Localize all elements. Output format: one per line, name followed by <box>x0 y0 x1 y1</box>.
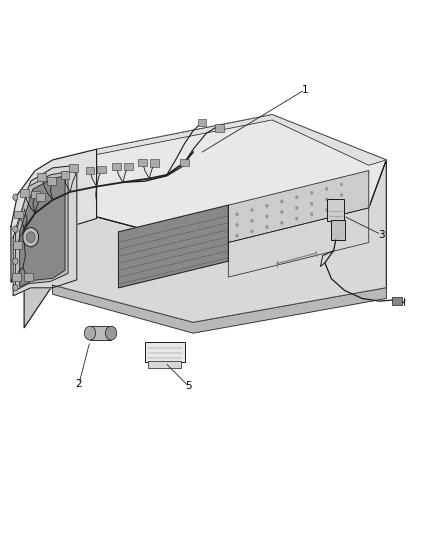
Bar <box>13 241 22 249</box>
Circle shape <box>13 226 18 232</box>
Circle shape <box>265 204 268 207</box>
Bar <box>180 159 188 166</box>
Circle shape <box>105 326 117 340</box>
Polygon shape <box>13 165 77 296</box>
Circle shape <box>235 223 238 227</box>
Circle shape <box>310 213 312 216</box>
Circle shape <box>235 213 238 216</box>
Text: 5: 5 <box>185 382 192 391</box>
Circle shape <box>325 187 327 190</box>
Polygon shape <box>96 115 385 165</box>
Polygon shape <box>228 208 368 277</box>
Circle shape <box>280 221 283 224</box>
Bar <box>47 177 56 185</box>
Bar <box>326 199 343 221</box>
Circle shape <box>339 193 342 197</box>
Circle shape <box>250 208 253 212</box>
Circle shape <box>84 326 95 340</box>
Bar <box>124 163 132 170</box>
Circle shape <box>310 191 312 195</box>
Circle shape <box>13 285 18 291</box>
Polygon shape <box>228 171 368 243</box>
Polygon shape <box>118 205 228 288</box>
Circle shape <box>13 258 18 264</box>
Bar <box>197 119 206 126</box>
Circle shape <box>295 206 297 209</box>
Bar <box>31 191 39 198</box>
Circle shape <box>280 200 283 203</box>
Bar <box>12 273 21 281</box>
Circle shape <box>265 225 268 229</box>
Polygon shape <box>11 149 96 282</box>
Bar <box>14 211 23 218</box>
Bar <box>138 159 147 166</box>
Circle shape <box>250 230 253 233</box>
Polygon shape <box>15 172 68 290</box>
Text: 1: 1 <box>301 85 308 94</box>
Circle shape <box>250 219 253 222</box>
Circle shape <box>235 234 238 237</box>
Circle shape <box>26 232 35 243</box>
Circle shape <box>23 228 39 247</box>
Text: 3: 3 <box>377 230 384 239</box>
Bar <box>97 166 106 173</box>
Bar <box>69 164 78 172</box>
Circle shape <box>325 198 327 201</box>
Polygon shape <box>24 205 53 328</box>
Bar <box>391 297 401 305</box>
Bar <box>36 193 45 201</box>
Bar <box>24 273 33 281</box>
Bar <box>85 167 94 174</box>
Circle shape <box>13 194 18 200</box>
Bar <box>20 189 28 197</box>
Bar <box>112 163 120 170</box>
Circle shape <box>265 215 268 218</box>
Bar <box>215 124 223 132</box>
Circle shape <box>280 211 283 214</box>
Circle shape <box>339 183 342 186</box>
Circle shape <box>295 217 297 220</box>
Bar <box>90 326 111 340</box>
Polygon shape <box>53 285 385 333</box>
Bar <box>37 173 46 181</box>
Bar <box>148 361 181 368</box>
Bar <box>331 220 345 240</box>
Bar <box>60 171 69 179</box>
Polygon shape <box>53 115 385 243</box>
Bar <box>145 342 185 362</box>
Polygon shape <box>53 160 385 322</box>
Bar <box>150 159 159 167</box>
Circle shape <box>325 208 327 212</box>
Circle shape <box>339 204 342 207</box>
Circle shape <box>310 202 312 205</box>
Polygon shape <box>20 176 65 287</box>
Text: 2: 2 <box>75 379 82 389</box>
Circle shape <box>295 196 297 199</box>
